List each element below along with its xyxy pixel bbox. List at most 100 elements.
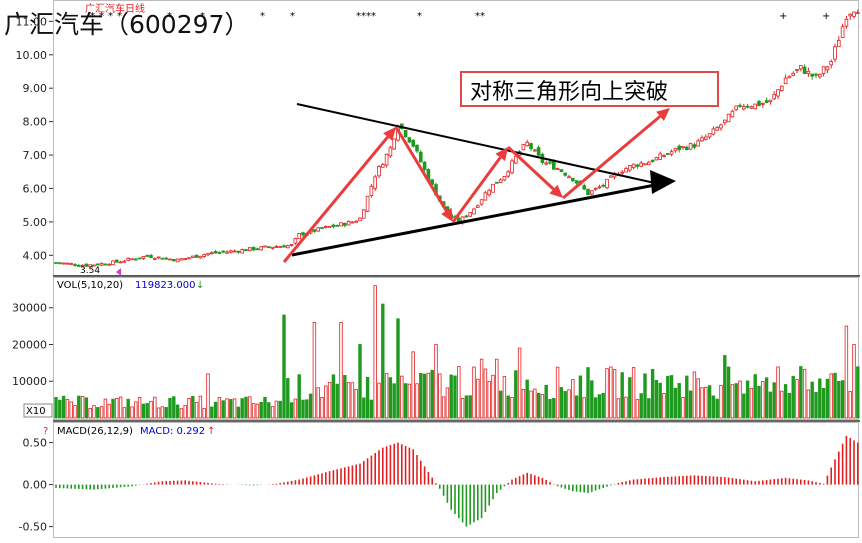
volume-bar (643, 373, 647, 419)
volume-bar (620, 372, 624, 419)
candle-body (65, 262, 70, 265)
candle-body (69, 263, 74, 265)
volume-bar (267, 402, 271, 419)
volume-bar (502, 376, 507, 419)
zigzag-segment (282, 136, 389, 263)
volume-bar (160, 406, 165, 419)
volume-bar (483, 368, 488, 419)
volume-bar (681, 397, 685, 419)
volume-bar (202, 408, 206, 419)
candle-body (685, 146, 689, 150)
candle-body (168, 258, 172, 261)
candle-body (745, 105, 750, 108)
volume-bar (343, 375, 347, 419)
candle-body (187, 257, 191, 260)
candle-body (483, 192, 488, 201)
candle-body (571, 177, 575, 182)
candle-body (700, 137, 704, 142)
volume-bar (61, 395, 66, 419)
candle-body (552, 161, 556, 170)
volume-bar (476, 378, 480, 419)
candle-body (316, 227, 320, 232)
candle-body (217, 252, 222, 254)
candle-body (582, 185, 586, 190)
candle-body (96, 263, 100, 266)
macd-tick-label: -0.50 (19, 521, 47, 534)
volume-bar (213, 401, 218, 419)
volume-bar (434, 344, 438, 419)
volume-bar (719, 384, 723, 419)
candle-body (510, 160, 514, 174)
candle-body (415, 144, 419, 152)
candle-body (833, 46, 837, 60)
candle-body (609, 175, 613, 178)
candle-body (791, 72, 795, 76)
candle-body (707, 133, 712, 138)
volume-bar (88, 408, 92, 419)
candle-body (418, 151, 423, 163)
volume-bar (806, 389, 811, 419)
volume-bar (650, 369, 655, 419)
volume-bar (335, 383, 339, 419)
candle-body (278, 246, 282, 248)
volume-bar (726, 366, 731, 419)
volume-bar (696, 378, 700, 419)
volume-bar (559, 387, 564, 419)
volume-bar (818, 378, 822, 419)
volume-bar (65, 399, 70, 419)
volume-bar (232, 398, 237, 419)
volume-bar (384, 373, 389, 419)
candle-body (92, 264, 96, 267)
candle-body (502, 176, 507, 181)
candle-body (77, 265, 81, 267)
volume-bar (175, 404, 180, 419)
volume-bar (187, 397, 191, 419)
candle-body (586, 188, 590, 196)
volume-bar (753, 374, 757, 419)
chart-subtitle: 广汇汽车日线 (85, 2, 145, 15)
volume-bar (438, 373, 442, 419)
candle-body (384, 153, 389, 166)
volume-bar (381, 303, 385, 419)
candle-body (525, 141, 529, 147)
candle-body (761, 103, 765, 105)
candle-body (768, 99, 773, 102)
volume-bar (738, 380, 742, 419)
candle-body (814, 73, 818, 76)
volume-bar (339, 322, 343, 419)
candle-body (133, 258, 138, 261)
volume-bar (69, 401, 73, 419)
annotation-text: 对称三角形向上突破 (470, 80, 668, 105)
volume-bar (126, 398, 130, 419)
volume-bar (529, 390, 533, 419)
candle-body (624, 168, 628, 173)
volume-bar (96, 407, 100, 419)
volume-bar (172, 396, 176, 419)
candle-body (327, 226, 332, 228)
volume-bar (821, 388, 826, 419)
volume-bar (814, 391, 818, 419)
volume-bar (464, 395, 469, 419)
candle-body (498, 179, 503, 183)
volume-bar (544, 384, 548, 419)
price-tick-label: 9.00 (23, 82, 48, 95)
candle-body (209, 252, 214, 255)
price-low-label: 3.54 (80, 266, 100, 276)
volume-bar (400, 375, 404, 419)
candle-body (479, 199, 484, 205)
candle-body (118, 261, 123, 264)
volume-bar (685, 375, 689, 419)
volume-bar (567, 389, 571, 419)
volume-value: 119823.000 (135, 280, 195, 291)
candle-body (206, 253, 210, 256)
volume-bar (312, 322, 317, 419)
volume-bar (799, 366, 803, 419)
volume-tick-label: 10000 (12, 375, 47, 388)
volume-bar (802, 368, 807, 419)
volume-bar (688, 390, 693, 419)
volume-bar (791, 375, 795, 419)
volume-bar (153, 396, 157, 419)
volume-bar (631, 367, 636, 419)
candle-body (772, 94, 776, 100)
volume-bar (506, 395, 510, 419)
